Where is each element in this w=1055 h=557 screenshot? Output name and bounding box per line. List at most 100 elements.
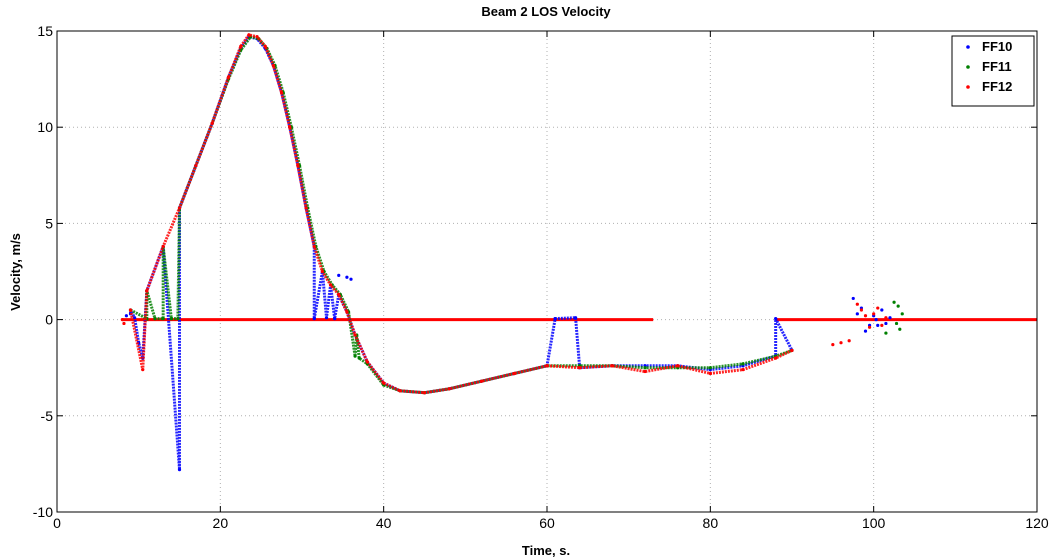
data-point xyxy=(324,316,329,320)
data-point xyxy=(859,308,864,312)
data-point xyxy=(839,341,843,345)
data-point xyxy=(874,318,878,322)
data-point xyxy=(161,244,165,249)
data-point xyxy=(573,316,578,320)
data-point xyxy=(398,389,402,393)
data-point xyxy=(239,44,243,48)
data-point xyxy=(145,289,149,293)
data-point xyxy=(177,206,182,210)
x-tick-label: 120 xyxy=(1025,515,1049,531)
data-point xyxy=(312,317,316,321)
x-tick-label: 20 xyxy=(213,515,229,531)
data-point xyxy=(328,283,333,287)
data-point xyxy=(296,164,300,168)
legend-box xyxy=(951,35,1035,107)
x-tick-label: 40 xyxy=(376,515,392,531)
data-point xyxy=(255,35,259,39)
data-point xyxy=(279,90,284,95)
data-point xyxy=(855,312,859,316)
data-point xyxy=(353,354,357,358)
data-point xyxy=(210,121,214,125)
data-point xyxy=(345,310,349,314)
y-tick-label: 15 xyxy=(37,23,53,39)
data-point xyxy=(545,364,549,368)
data-point xyxy=(122,321,126,326)
data-point xyxy=(896,304,900,308)
data-point xyxy=(847,339,851,343)
data-point xyxy=(480,379,484,383)
data-point xyxy=(304,206,308,210)
data-point xyxy=(271,64,276,68)
data-point xyxy=(553,317,557,321)
data-point xyxy=(153,317,157,321)
x-tick-label: 60 xyxy=(539,515,555,531)
data-point xyxy=(161,317,165,321)
data-point xyxy=(312,244,316,249)
data-point xyxy=(177,468,182,472)
plot-frame xyxy=(56,30,1038,513)
data-point xyxy=(872,312,876,316)
data-point xyxy=(176,317,180,321)
data-point xyxy=(741,362,745,366)
data-point xyxy=(643,369,647,374)
data-point xyxy=(880,308,884,312)
legend-label: FF11 xyxy=(982,59,1012,74)
data-point xyxy=(774,356,778,360)
data-point xyxy=(900,312,904,316)
legend-label: FF10 xyxy=(982,39,1012,54)
data-point xyxy=(578,366,582,370)
data-point xyxy=(790,348,794,352)
data-point xyxy=(333,317,337,321)
chart-title: Beam 2 LOS Velocity xyxy=(481,4,611,19)
data-point xyxy=(831,343,835,347)
data-point xyxy=(357,356,361,360)
grid-lines xyxy=(57,31,1037,512)
data-point xyxy=(382,381,386,385)
data-point xyxy=(124,314,129,318)
data-point xyxy=(226,75,231,79)
data-point xyxy=(349,277,353,281)
data-point xyxy=(851,296,855,301)
data-point xyxy=(353,333,357,337)
data-point xyxy=(741,368,745,372)
data-point xyxy=(876,306,880,310)
data-point xyxy=(892,300,896,304)
series-trace xyxy=(129,35,793,395)
data-point xyxy=(863,329,868,333)
data-point xyxy=(337,273,341,277)
data-point xyxy=(884,316,888,320)
data-point xyxy=(863,314,868,318)
data-point xyxy=(676,364,680,368)
data-point xyxy=(141,368,145,372)
x-tick-label: 0 xyxy=(53,515,61,531)
legend-marker xyxy=(966,45,970,49)
data-point xyxy=(169,317,173,321)
data-point xyxy=(643,366,647,370)
data-point xyxy=(422,391,427,395)
data-point xyxy=(128,308,133,312)
x-tick-label: 100 xyxy=(862,515,886,531)
y-tick-label: 10 xyxy=(37,119,53,135)
data-point xyxy=(263,44,267,48)
series-ff12 xyxy=(120,33,888,395)
x-axis-label: Time, s. xyxy=(522,543,570,557)
data-point xyxy=(345,275,349,279)
series-trace xyxy=(129,33,793,395)
data-point xyxy=(867,325,872,329)
data-point xyxy=(120,318,124,322)
data-point xyxy=(876,323,880,327)
y-axis-label: Velocity, m/s xyxy=(8,233,23,311)
legend-label: FF12 xyxy=(982,79,1012,94)
series-ff10 xyxy=(124,35,892,472)
data-point xyxy=(894,321,899,326)
data-point xyxy=(888,316,892,320)
data-point xyxy=(708,371,712,376)
data-point xyxy=(880,323,884,327)
y-tick-label: 5 xyxy=(45,215,53,231)
data-point xyxy=(884,331,888,335)
data-point xyxy=(288,125,292,129)
data-points xyxy=(120,33,904,472)
y-tick-label: 0 xyxy=(45,312,53,328)
data-point xyxy=(855,302,859,306)
